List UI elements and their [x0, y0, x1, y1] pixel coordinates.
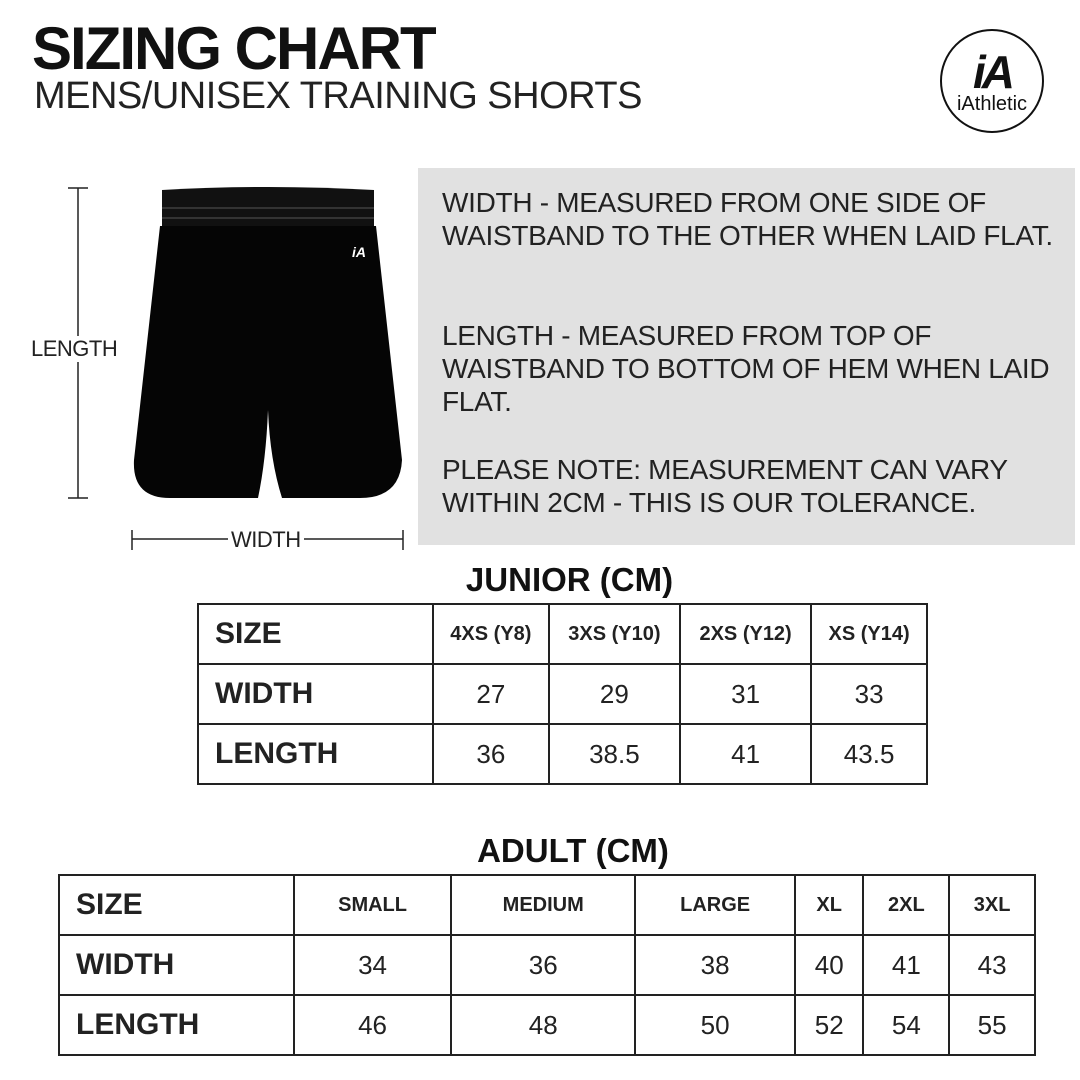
measurement-cell: 43 — [948, 934, 1036, 996]
measurement-cell: 29 — [547, 663, 681, 725]
measurement-cell: 34 — [292, 934, 453, 996]
width-label: WIDTH — [228, 527, 304, 553]
measurement-cell: 38.5 — [547, 723, 681, 785]
junior-size-table: SIZE 4XS (Y8) 3XS (Y10) 2XS (Y12) XS (Y14) WI… — [197, 603, 928, 785]
measurement-cell: 50 — [634, 994, 796, 1056]
measurement-info-box: WIDTH - MEASURED FROM ONE SIDE OF WAISTB… — [418, 168, 1075, 545]
size-header-cell: 3XS (Y10) — [547, 603, 681, 665]
length-description: LENGTH - MEASURED FROM TOP OF WAISTBAND … — [442, 320, 1050, 417]
measurement-cell: 48 — [450, 994, 637, 1056]
measurement-cell: 27 — [432, 663, 550, 725]
page-subtitle: MENS/UNISEX TRAINING SHORTS — [34, 75, 642, 117]
size-header-cell: LARGE — [634, 874, 796, 936]
length-label: LENGTH — [31, 336, 118, 362]
row-label: SIZE — [58, 874, 295, 936]
row-label: LENGTH — [197, 723, 434, 785]
measurement-cell: 36 — [450, 934, 637, 996]
measurement-cell: 54 — [862, 994, 951, 1056]
table-header-row: SIZE 4XS (Y8) 3XS (Y10) 2XS (Y12) XS (Y14) — [197, 603, 928, 665]
adult-size-table: SIZE SMALL MEDIUM LARGE XL 2XL 3XL WIDTH 34 36 38 4… — [58, 874, 1036, 1056]
row-label: WIDTH — [58, 934, 295, 996]
width-description: WIDTH - MEASURED FROM ONE SIDE OF WAISTB… — [442, 187, 1053, 251]
row-label: WIDTH — [197, 663, 434, 725]
size-header-cell: MEDIUM — [450, 874, 637, 936]
measurement-cell: 43.5 — [810, 723, 928, 785]
brand-logo: iA iAthletic — [940, 29, 1044, 133]
logo-text: iAthletic — [956, 93, 1028, 115]
measurement-cell: 41 — [862, 934, 951, 996]
table-row: WIDTH 27 29 31 33 — [197, 663, 928, 725]
size-header-cell: 2XL — [862, 874, 951, 936]
size-header-cell: 3XL — [948, 874, 1036, 936]
table-row: WIDTH 34 36 38 40 41 43 — [58, 934, 1036, 996]
size-header-cell: XS (Y14) — [810, 603, 928, 665]
measurement-cell: 52 — [793, 994, 865, 1056]
table-row: LENGTH 46 48 50 52 54 55 — [58, 994, 1036, 1056]
measurement-cell: 31 — [678, 663, 813, 725]
table-row: LENGTH 36 38.5 41 43.5 — [197, 723, 928, 785]
measurement-cell: 55 — [948, 994, 1036, 1056]
measurement-cell: 41 — [678, 723, 813, 785]
row-label: SIZE — [197, 603, 434, 665]
measurement-cell: 33 — [810, 663, 928, 725]
measurement-cell: 40 — [793, 934, 865, 996]
measurement-cell: 38 — [634, 934, 796, 996]
table-header-row: SIZE SMALL MEDIUM LARGE XL 2XL 3XL — [58, 874, 1036, 936]
shorts-diagram: iA — [68, 187, 404, 550]
row-label: LENGTH — [58, 994, 295, 1056]
tolerance-note: PLEASE NOTE: MEASUREMENT CAN VARY WITHIN… — [442, 454, 1008, 518]
measurement-cell: 36 — [432, 723, 550, 785]
adult-table-title: ADULT (CM) — [477, 832, 669, 869]
page-title: SIZING CHART — [32, 15, 437, 82]
measurement-cell: 46 — [292, 994, 453, 1056]
size-header-cell: 4XS (Y8) — [432, 603, 550, 665]
shorts-logo-icon: iA — [352, 244, 366, 260]
logo-mark: iA — [973, 46, 1015, 98]
size-header-cell: 2XS (Y12) — [678, 603, 813, 665]
size-header-cell: SMALL — [292, 874, 453, 936]
size-header-cell: XL — [793, 874, 865, 936]
junior-table-title: JUNIOR (CM) — [465, 561, 674, 598]
shorts-illustration: iA — [133, 187, 402, 498]
